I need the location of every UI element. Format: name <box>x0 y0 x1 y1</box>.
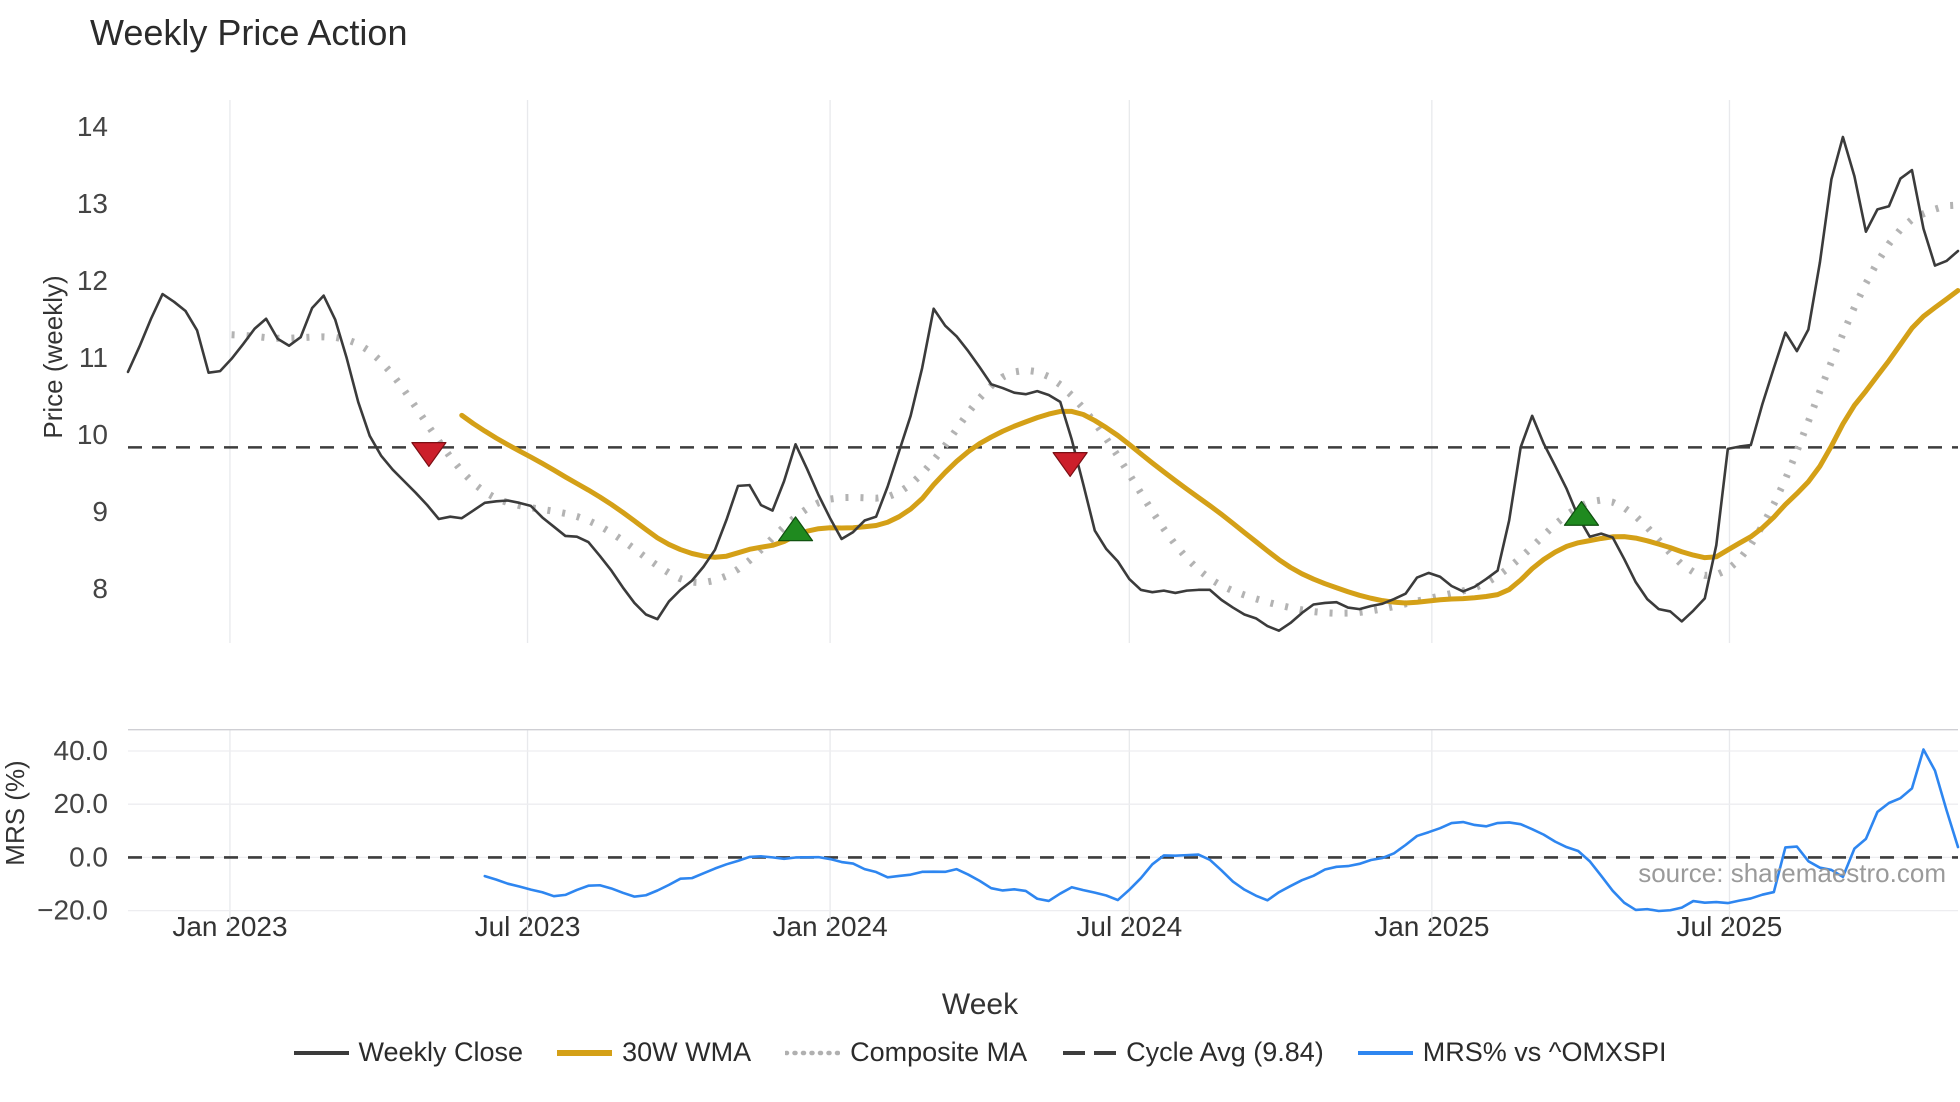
svg-text:9: 9 <box>92 496 108 527</box>
svg-text:0.0: 0.0 <box>69 841 108 872</box>
svg-text:10: 10 <box>77 419 108 450</box>
svg-text:14: 14 <box>77 111 108 142</box>
svg-text:13: 13 <box>77 188 108 219</box>
svg-text:−20.0: −20.0 <box>37 895 108 926</box>
svg-text:12: 12 <box>77 265 108 296</box>
svg-text:11: 11 <box>79 342 108 373</box>
svg-text:8: 8 <box>92 573 108 604</box>
svg-text:40.0: 40.0 <box>54 735 109 766</box>
svg-text:20.0: 20.0 <box>54 788 109 819</box>
